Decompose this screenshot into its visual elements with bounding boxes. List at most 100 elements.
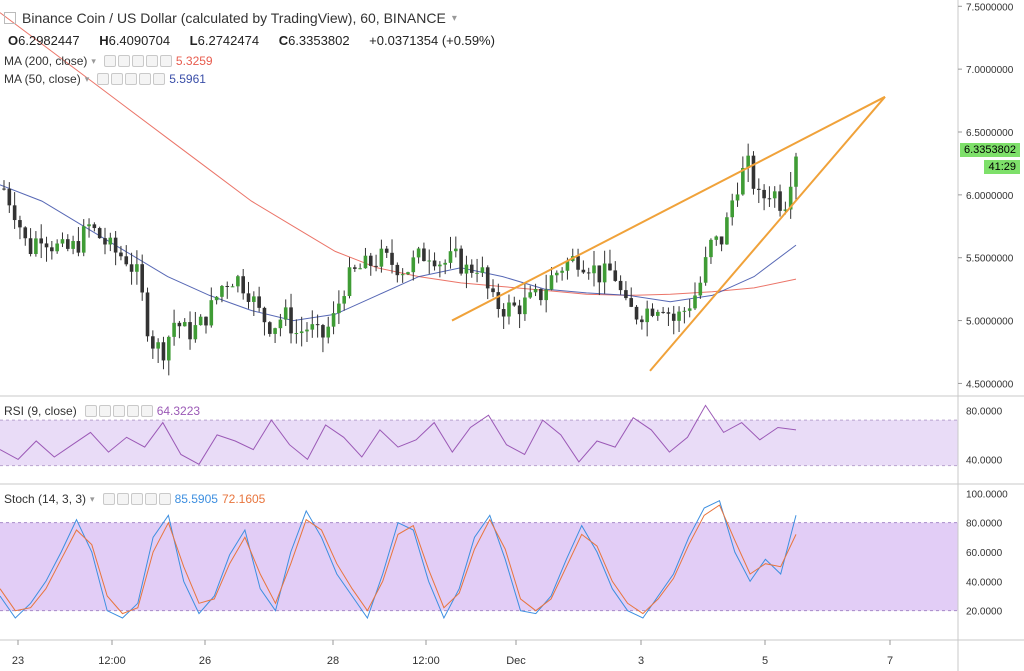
candle-body	[119, 252, 123, 257]
settings-icon[interactable]	[117, 55, 130, 67]
stoch-d-line	[0, 504, 797, 615]
candle-body	[220, 285, 224, 297]
chevron-down-icon[interactable]: ▾	[84, 73, 90, 84]
candle-body	[586, 272, 591, 274]
chevron-down-icon[interactable]: ▾	[451, 12, 457, 24]
candle-body	[60, 239, 65, 244]
candle-body	[87, 224, 91, 227]
chevron-down-icon[interactable]: ▾	[91, 55, 96, 66]
indicator-controls	[84, 405, 153, 417]
candle-body	[427, 260, 432, 262]
candle-body	[756, 188, 761, 190]
candle-body	[581, 269, 586, 273]
candle-body	[289, 307, 293, 334]
rsi-line-layer	[0, 404, 797, 465]
candle-body	[778, 191, 782, 211]
lock-icon[interactable]	[112, 405, 125, 417]
candle-body	[267, 322, 272, 334]
ohlc-high: H6.4090704	[99, 33, 171, 48]
candle-body	[741, 167, 745, 195]
close-icon[interactable]	[153, 73, 166, 85]
candle-body	[257, 296, 261, 308]
settings-icon[interactable]	[116, 493, 129, 505]
candle-body	[395, 264, 400, 276]
candle-body	[44, 243, 49, 248]
candle-body	[624, 290, 628, 299]
candle-body	[156, 342, 160, 349]
y-tick-label: 6.5000000	[966, 128, 1014, 139]
add-icon[interactable]	[126, 405, 139, 417]
candle-body	[214, 296, 219, 301]
candle-body	[124, 256, 129, 265]
settings-icon[interactable]	[98, 405, 111, 417]
candle-body	[592, 265, 596, 274]
chart-title: Binance Coin / US Dollar (calculated by …	[22, 10, 446, 26]
trendline	[649, 96, 886, 372]
candle-body	[113, 237, 118, 253]
candle-body	[347, 267, 352, 297]
x-tick-label: 26	[199, 655, 211, 667]
candle-body	[135, 264, 139, 272]
candle-body	[693, 295, 697, 309]
eye-icon[interactable]	[97, 73, 110, 85]
candle-body	[671, 313, 676, 321]
candle-body	[34, 238, 38, 255]
x-tick-label: 23	[12, 655, 24, 667]
close-icon[interactable]	[140, 405, 153, 417]
lock-icon[interactable]	[131, 55, 144, 67]
candle-body	[448, 251, 453, 263]
add-icon[interactable]	[145, 55, 158, 67]
candle-body	[772, 191, 777, 199]
candle-body	[464, 264, 469, 274]
candle-body	[576, 256, 580, 270]
candle-body	[337, 303, 341, 314]
stoch-k-line	[0, 499, 797, 620]
ma50-legend[interactable]: MA (50, close) ▾ 5.5961	[4, 72, 206, 86]
candle-body	[682, 310, 687, 312]
eye-icon[interactable]	[102, 493, 115, 505]
candle-body	[374, 265, 378, 267]
settings-icon[interactable]	[111, 73, 124, 85]
ma200-legend[interactable]: MA (200, close) ▾ 5.3259	[4, 54, 213, 68]
add-icon[interactable]	[144, 493, 157, 505]
candle-body	[698, 282, 703, 296]
candle-body	[469, 264, 474, 273]
y-tick-label: 7.5000000	[966, 2, 1014, 13]
add-icon[interactable]	[139, 73, 152, 85]
candle-body	[475, 272, 479, 274]
candle-body	[71, 241, 75, 249]
lock-icon[interactable]	[130, 493, 143, 505]
x-tick-label: 3	[638, 655, 644, 667]
candle-body	[528, 292, 533, 298]
candle-body	[108, 237, 113, 245]
candle-body	[709, 239, 713, 258]
stoch-band	[0, 522, 958, 611]
candle-body	[198, 316, 203, 326]
candle-body	[283, 307, 288, 320]
candle-body	[331, 313, 336, 327]
candle-body	[390, 252, 394, 265]
candle-body	[368, 255, 373, 266]
candle-body	[384, 248, 389, 253]
candle-body	[714, 236, 719, 240]
rsi-legend[interactable]: RSI (9, close) 64.3223	[4, 404, 200, 418]
candle-body	[730, 200, 735, 218]
candle-body	[182, 322, 187, 327]
close-icon[interactable]	[158, 493, 171, 505]
stoch-legend[interactable]: Stoch (14, 3, 3) ▾ 85.5905 72.1605	[4, 492, 265, 506]
lock-icon[interactable]	[125, 73, 138, 85]
eye-icon[interactable]	[103, 55, 116, 67]
chevron-down-icon[interactable]: ▾	[90, 493, 95, 504]
candle-body	[719, 236, 724, 245]
candle-body	[7, 188, 12, 206]
candle-body	[76, 241, 81, 253]
stoch-tick-label: 60.0000	[966, 548, 1003, 559]
y-tick-label: 5.0000000	[966, 317, 1014, 328]
symbol-icon	[4, 12, 16, 24]
candle-body	[273, 328, 277, 334]
eye-icon[interactable]	[84, 405, 97, 417]
close-icon[interactable]	[159, 55, 172, 67]
candle-body	[655, 311, 660, 316]
candle-body	[608, 263, 612, 271]
